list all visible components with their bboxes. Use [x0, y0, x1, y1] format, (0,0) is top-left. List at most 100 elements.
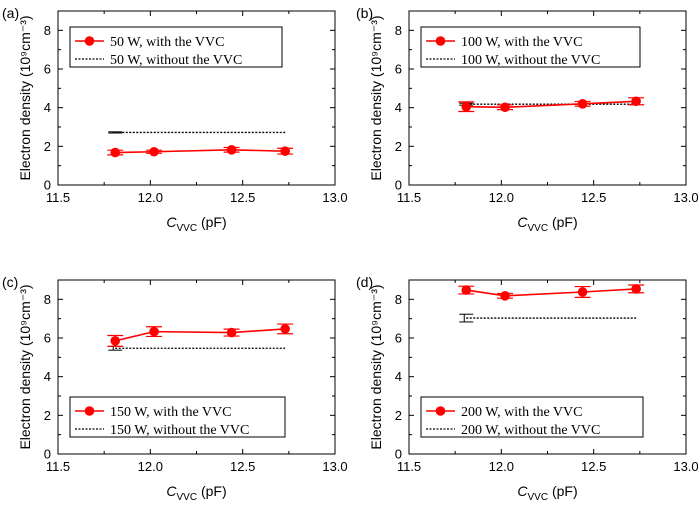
series-with-point [500, 291, 510, 301]
series-with-point [149, 146, 159, 157]
y-tick-label: 2 [44, 408, 51, 423]
y-axis-label: Electron density (10⁹cm⁻³) [368, 15, 384, 180]
series-with-point [461, 285, 472, 295]
y-tick-label: 8 [44, 292, 51, 307]
legend-without-label: 50 W, without the VVC [110, 53, 242, 68]
series-with-point [461, 101, 472, 112]
legend-with-marker [435, 406, 446, 416]
panel-a: (a) 11.5 12.0 12.5 13.0 0 2 4 6 8 CVVC (pF) Electro… [2, 5, 348, 234]
series-with-point [149, 326, 159, 337]
x-tick-label: 12.5 [230, 190, 255, 205]
legend-without-label: 200 W, without the VVC [461, 423, 600, 438]
panel-b: (b) 11.5 12.0 12.5 13.0 0 2 4 6 8 CVVC (pF) Electro… [356, 5, 699, 234]
x-tick-label: 11.5 [46, 459, 70, 474]
x-axis-label-unit: (pF) [548, 483, 578, 499]
legend-with-label: 50 W, with the VVC [110, 35, 224, 50]
x-tick-label: 12.5 [581, 190, 606, 205]
legend-box [69, 396, 286, 438]
x-tick-label: 12.5 [581, 459, 606, 474]
x-tick-label: 13.0 [322, 190, 347, 205]
panel-label: (b) [356, 5, 373, 21]
y-tick-label: 8 [44, 23, 51, 38]
y-tick-label: 0 [44, 178, 51, 193]
y-tick-label: 8 [395, 292, 402, 307]
series-with-point [631, 96, 641, 107]
y-tick-label: 2 [395, 139, 402, 154]
y-axis-label: Electron density (10⁹cm⁻³) [17, 15, 33, 180]
x-tick-label: 13.0 [673, 190, 698, 205]
x-axis-label-main: C [166, 483, 177, 499]
x-axis-label-main: C [517, 214, 528, 230]
series-with-point [280, 324, 290, 334]
y-tick-label: 4 [44, 100, 51, 115]
x-axis-label-sub: VVC [177, 492, 198, 503]
series-with-point [226, 145, 237, 155]
x-axis-label-sub: VVC [528, 223, 549, 234]
legend-box [69, 26, 283, 68]
y-tick-label: 0 [44, 447, 51, 462]
x-tick-label: 11.5 [397, 190, 421, 205]
x-tick-label: 12.0 [489, 190, 514, 205]
x-axis-label-sub: VVC [528, 492, 549, 503]
y-tick-label: 4 [395, 100, 402, 115]
legend-with-marker [84, 36, 95, 46]
series-with-point [500, 102, 510, 113]
x-tick-label: 12.0 [138, 190, 163, 205]
x-tick-label: 12.0 [138, 459, 163, 474]
y-tick-label: 6 [395, 62, 402, 77]
series-with-line [115, 328, 286, 342]
legend-with-label: 200 W, with the VVC [461, 405, 582, 420]
y-tick-label: 4 [44, 369, 51, 384]
x-axis-label-main: C [517, 483, 528, 499]
x-axis-label: CVVC (pF) [517, 483, 577, 503]
legend-with-label: 100 W, with the VVC [461, 35, 582, 50]
x-axis-label: CVVC (pF) [166, 483, 226, 503]
x-axis-label-unit: (pF) [548, 214, 578, 230]
x-axis-label-unit: (pF) [197, 483, 227, 499]
panel-c: (c) 11.5 12.0 12.5 13.0 0 2 4 6 8 CVVC (pF) Electro… [2, 274, 348, 503]
panel-d: (d) 11.5 12.0 12.5 13.0 0 2 4 6 8 CVVC (pF) Electro… [356, 274, 699, 503]
series-with-point [577, 99, 588, 109]
x-axis-label: CVVC (pF) [517, 214, 577, 234]
series-with-point [110, 336, 121, 346]
series-with-point [577, 287, 588, 297]
legend-with-label: 150 W, with the VVC [110, 405, 231, 420]
series-with-line [115, 149, 286, 154]
x-tick-label: 12.5 [230, 459, 255, 474]
legend-without-label: 150 W, without the VVC [110, 423, 249, 438]
series-with-point [631, 284, 641, 294]
legend-with-marker [435, 36, 446, 46]
y-tick-label: 0 [395, 447, 402, 462]
y-tick-label: 6 [395, 331, 402, 346]
panel-label: (c) [2, 274, 18, 290]
y-tick-label: 2 [44, 139, 51, 154]
y-tick-label: 0 [395, 178, 402, 193]
y-tick-label: 4 [395, 369, 402, 384]
x-tick-label: 12.0 [489, 459, 514, 474]
panel-label: (a) [2, 5, 19, 21]
legend-box [420, 396, 644, 438]
series-with-point [110, 147, 121, 158]
y-tick-label: 2 [395, 408, 402, 423]
y-tick-label: 8 [395, 23, 402, 38]
series-with-point [280, 146, 290, 156]
y-axis-label: Electron density (10⁹cm⁻³) [17, 284, 33, 449]
x-tick-label: 11.5 [397, 459, 421, 474]
x-axis-label: CVVC (pF) [166, 214, 226, 234]
x-tick-label: 13.0 [322, 459, 347, 474]
series-with-line [466, 100, 637, 109]
series-with-point [226, 327, 237, 338]
y-tick-label: 6 [44, 62, 51, 77]
x-axis-label-unit: (pF) [197, 214, 227, 230]
y-tick-label: 6 [44, 331, 51, 346]
series-with-line [466, 288, 637, 297]
panel-label: (d) [356, 274, 373, 290]
x-axis-label-sub: VVC [177, 223, 198, 234]
x-axis-label-main: C [166, 214, 177, 230]
legend-with-marker [84, 406, 95, 416]
x-tick-label: 11.5 [46, 190, 70, 205]
legend-box [420, 26, 641, 68]
legend-without-label: 100 W, without the VVC [461, 53, 600, 68]
x-tick-label: 13.0 [673, 459, 698, 474]
